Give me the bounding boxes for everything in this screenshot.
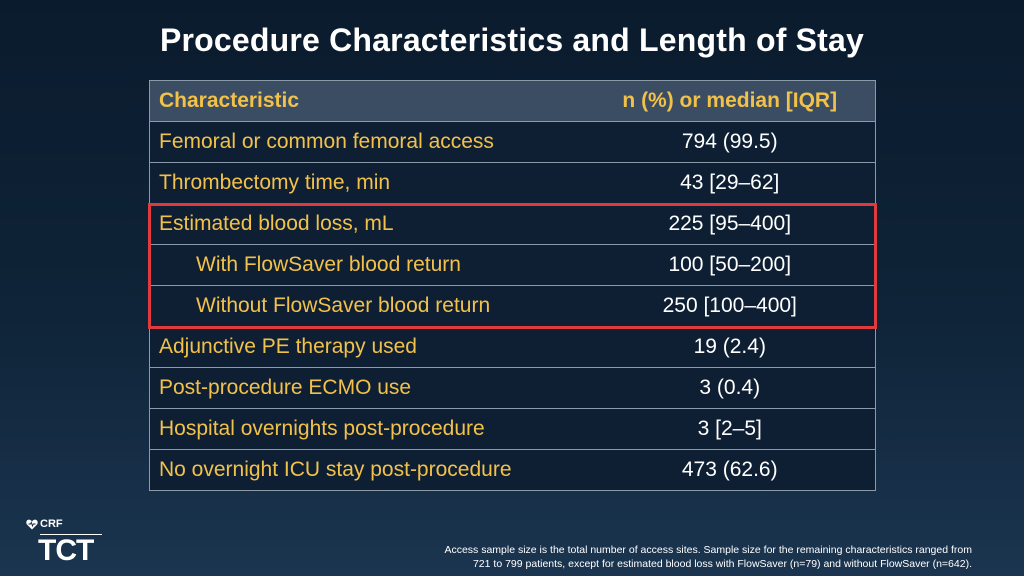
- row-value: 250 [100–400]: [584, 285, 876, 327]
- table-row: Post-procedure ECMO use 3 (0.4): [149, 367, 876, 409]
- table-row: No overnight ICU stay post-procedure 473…: [149, 449, 876, 491]
- header-characteristic: Characteristic: [149, 80, 585, 122]
- table-row: Estimated blood loss, mL 225 [95–400]: [149, 203, 876, 245]
- table-row: Thrombectomy time, min 43 [29–62]: [149, 162, 876, 204]
- table-header-row: Characteristic n (%) or median [IQR]: [149, 80, 876, 122]
- slide-title: Procedure Characteristics and Length of …: [159, 22, 865, 58]
- table-row: Without FlowSaver blood return 250 [100–…: [149, 285, 876, 327]
- footnote-line-1: Access sample size is the total number o…: [444, 544, 972, 556]
- tct-text: TCT: [38, 534, 94, 567]
- row-value: 225 [95–400]: [584, 203, 876, 245]
- table-row: Hospital overnights post-procedure 3 [2–…: [149, 408, 876, 450]
- footnote: Access sample size is the total number o…: [352, 543, 972, 571]
- table-row: With FlowSaver blood return 100 [50–200]: [149, 244, 876, 286]
- row-label: Hospital overnights post-procedure: [149, 408, 585, 450]
- row-label-indented: Without FlowSaver blood return: [149, 285, 585, 327]
- row-label: Estimated blood loss, mL: [149, 203, 585, 245]
- crf-logo: CRF: [26, 518, 63, 530]
- tct-logo: CRF TCT: [26, 518, 106, 567]
- row-value: 473 (62.6): [584, 449, 876, 491]
- row-label: No overnight ICU stay post-procedure: [149, 449, 585, 491]
- table-row: Adjunctive PE therapy used 19 (2.4): [149, 326, 876, 368]
- characteristics-table: Characteristic n (%) or median [IQR] Fem…: [149, 80, 876, 491]
- row-value: 43 [29–62]: [584, 162, 876, 204]
- row-label: Femoral or common femoral access: [149, 121, 585, 163]
- logo-divider: [40, 534, 102, 535]
- row-label: Post-procedure ECMO use: [149, 367, 585, 409]
- row-value: 100 [50–200]: [584, 244, 876, 286]
- row-value: 3 (0.4): [584, 367, 876, 409]
- footnote-line-2: 721 to 799 patients, except for estimate…: [472, 558, 972, 570]
- row-label-indented: With FlowSaver blood return: [149, 244, 585, 286]
- row-value: 19 (2.4): [584, 326, 876, 368]
- row-label: Adjunctive PE therapy used: [149, 326, 585, 368]
- heart-icon: [26, 519, 38, 529]
- header-value: n (%) or median [IQR]: [584, 80, 876, 122]
- row-value: 794 (99.5): [584, 121, 876, 163]
- row-value: 3 [2–5]: [584, 408, 876, 450]
- table-row: Femoral or common femoral access 794 (99…: [149, 121, 876, 163]
- row-label: Thrombectomy time, min: [149, 162, 585, 204]
- crf-text: CRF: [40, 518, 63, 530]
